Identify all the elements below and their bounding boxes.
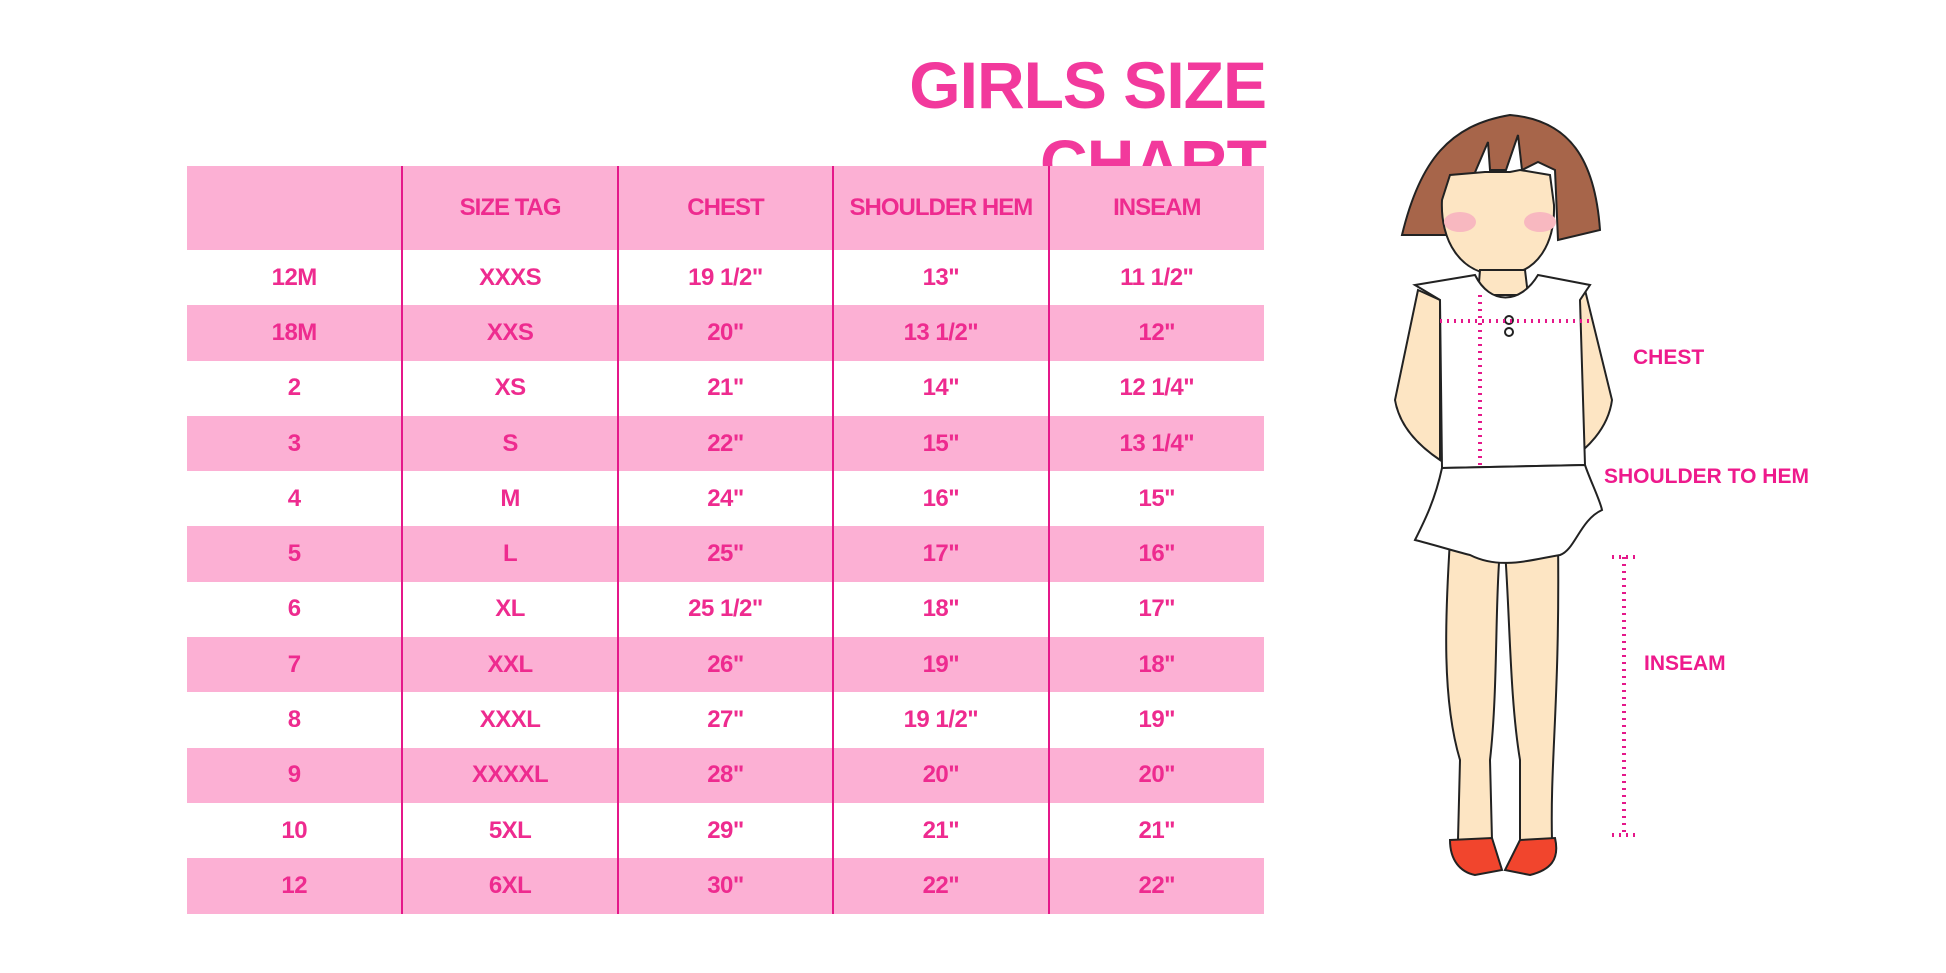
table-cell: 22" <box>832 858 1049 914</box>
table-cell: 26" <box>616 637 834 693</box>
table-cell: XXL <box>401 637 618 693</box>
table-row: 18M XXS 20" 13 1/2" 12" <box>187 305 1264 361</box>
table-cell: 17" <box>832 526 1049 582</box>
table-cell: 21" <box>616 360 834 416</box>
table-cell: 5XL <box>401 802 618 859</box>
arm-left <box>1393 288 1441 462</box>
table-cell: 7 <box>187 637 403 693</box>
table-cell: 12" <box>1047 305 1264 361</box>
table-cell: 16" <box>1047 526 1264 582</box>
size-chart-table: SIZE TAG CHEST SHOULDER HEM INSEAM 12M XXXS 1… <box>187 166 1264 914</box>
table-cell: M <box>401 471 618 527</box>
table-cell: 22" <box>1047 858 1264 914</box>
leg-left <box>1445 538 1502 841</box>
table-cell: 19 1/2" <box>832 692 1049 748</box>
table-cell: 12M <box>271 263 318 291</box>
table-cell: 9 <box>187 747 403 803</box>
table-cell: 2 <box>287 374 301 402</box>
table-cell: 14" <box>832 360 1049 416</box>
table-cell: 25" <box>616 526 834 582</box>
table-row: 5 L 25" 17" 16" <box>187 526 1264 582</box>
column-header: SIZE TAG <box>401 166 618 250</box>
child-measurement-illustration <box>1393 113 1640 877</box>
column-header: INSEAM <box>1047 166 1264 250</box>
table-row: 8 XXXL 27" 19 1/2" 19" <box>187 692 1264 748</box>
table-cell: 8 <box>287 706 301 734</box>
table-row: 12M XXXS 19 1/2" 13" 11 1/2" <box>187 250 1264 306</box>
table-cell: 4 <box>287 484 301 512</box>
table-row: 4 M 24" 16" 15" <box>187 471 1264 527</box>
table-cell: 16" <box>832 471 1049 527</box>
table-cell: XXXL <box>401 692 618 748</box>
table-row: 2 XS 21" 14" 12 1/4" <box>187 360 1264 416</box>
top <box>1412 273 1592 470</box>
table-cell: 20" <box>1047 747 1264 803</box>
table-cell: 19" <box>832 637 1049 693</box>
table-cell: 12 1/4" <box>1047 360 1264 416</box>
table-cell: 19" <box>1047 692 1264 748</box>
table-cell: XL <box>401 581 618 638</box>
chest-label: CHEST <box>1633 346 1705 369</box>
table-cell: 10 <box>281 816 308 844</box>
column-header: SHOULDER HEM <box>832 166 1049 250</box>
column-header <box>187 166 403 250</box>
table-cell: 20" <box>832 747 1049 803</box>
table-row: 10 5XL 29" 21" 21" <box>187 802 1264 859</box>
table-cell: 30" <box>616 858 834 914</box>
table-row: 6 XL 25 1/2" 18" 17" <box>187 581 1264 638</box>
table-cell: 21" <box>832 802 1049 859</box>
table-cell: 15" <box>1047 471 1264 527</box>
table-cell: L <box>401 526 618 582</box>
table-row: 12 6XL 30" 22" 22" <box>187 858 1264 914</box>
table-cell: 12 <box>187 858 403 914</box>
table-header-row: SIZE TAG CHEST SHOULDER HEM INSEAM <box>187 166 1264 250</box>
table-cell: 13 1/2" <box>832 305 1049 361</box>
table-cell: 24" <box>616 471 834 527</box>
table-cell: 25 1/2" <box>616 581 834 638</box>
table-cell: 18" <box>832 581 1049 638</box>
table-cell: 17" <box>1047 581 1264 638</box>
table-row: 3 S 22" 15" 13 1/4" <box>187 415 1264 472</box>
table-cell: 27" <box>616 692 834 748</box>
table-cell: XS <box>401 360 618 416</box>
table-cell: XXXS <box>401 250 618 306</box>
table-cell: 29" <box>616 802 834 859</box>
table-cell: 21" <box>1047 802 1264 859</box>
table-cell: S <box>401 415 618 472</box>
table-cell: 20" <box>616 305 834 361</box>
shoulder-to-hem-label: SHOULDER TO HEM <box>1604 465 1809 488</box>
bloomers <box>1413 463 1604 564</box>
table-cell: 18" <box>1047 637 1264 693</box>
table-cell: 11 1/2" <box>1047 250 1264 306</box>
shoes <box>1448 836 1558 877</box>
table-cell: 13" <box>832 250 1049 306</box>
inseam-label: INSEAM <box>1644 652 1726 675</box>
table-cell: XXS <box>401 305 618 361</box>
table-cell: 6 <box>287 595 301 623</box>
table-cell: 5 <box>187 526 403 582</box>
table-cell: 19 1/2" <box>616 250 834 306</box>
column-header: CHEST <box>616 166 834 250</box>
table-cell: 18M <box>187 305 403 361</box>
page-title: GIRLS SIZE CHART <box>909 48 1267 200</box>
table-cell: XXXXL <box>401 747 618 803</box>
table-cell: 3 <box>187 415 403 472</box>
table-cell: 22" <box>616 415 834 472</box>
table-cell: 15" <box>832 415 1049 472</box>
table-cell: 28" <box>616 747 834 803</box>
table-cell: 13 1/4" <box>1047 415 1264 472</box>
leg-right <box>1503 538 1560 841</box>
table-row: 7 XXL 26" 19" 18" <box>187 637 1264 693</box>
table-row: 9 XXXXL 28" 20" 20" <box>187 747 1264 803</box>
table-cell: 6XL <box>401 858 618 914</box>
